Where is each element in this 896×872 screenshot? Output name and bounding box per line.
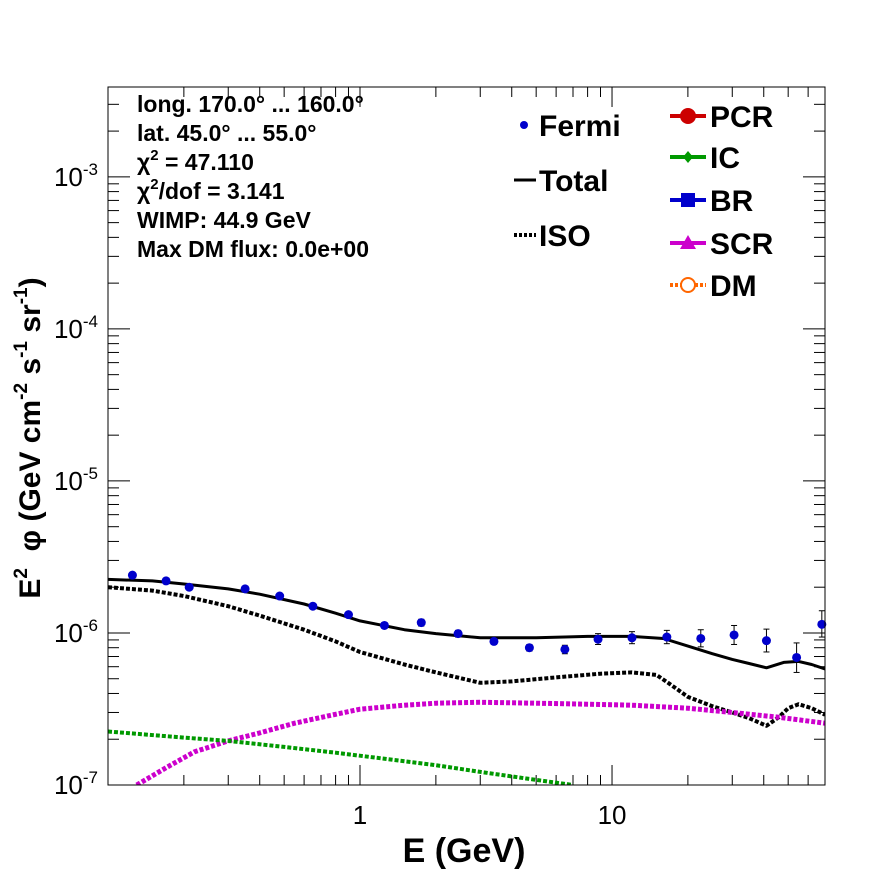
info-line-wimp: WIMP: 44.9 GeV	[137, 207, 311, 233]
legend-ic-marker	[683, 151, 693, 163]
fermi-point	[792, 652, 802, 662]
fermi-point	[761, 636, 771, 646]
chi-superscript: 2	[150, 147, 158, 164]
x-tick-label: 10	[598, 800, 627, 830]
y-tick-base: 10	[54, 466, 83, 496]
legend-right: PCR IC BR SCR DM	[670, 101, 774, 303]
x-axis-label: E (GeV)	[403, 832, 526, 870]
legend-pcr-marker	[680, 108, 696, 124]
fermi-point	[127, 570, 137, 580]
plot-series	[108, 577, 825, 785]
y-tick-base: 10	[54, 770, 83, 800]
y-tick-label: 10-3	[54, 160, 98, 192]
y-tick-exponent: -4	[83, 312, 98, 331]
y-axis-label-part: sr	[14, 304, 47, 341]
legend-fermi-marker	[520, 121, 528, 129]
chi2-dof-value: /dof = 3.141	[159, 178, 285, 204]
y-axis-label-part: φ (GeV cm	[14, 400, 47, 568]
fermi-point	[416, 618, 426, 628]
info-line-latitude: lat. 45.0° ... 55.0°	[137, 120, 317, 146]
fermi-point	[729, 630, 739, 640]
legend-total-label: Total	[539, 165, 608, 198]
y-tick-label: 10-7	[54, 768, 98, 800]
y-axis-label-part: s	[14, 358, 47, 383]
chi-symbol: χ	[137, 149, 151, 175]
y-axis-label-part: 2	[11, 568, 32, 579]
legend-left: Fermi Total ISO	[514, 110, 621, 253]
x-tick-label: 1	[353, 800, 367, 830]
legend-br-label: BR	[710, 185, 754, 218]
legend-scr-marker	[680, 235, 696, 249]
series-scr-line	[135, 699, 825, 785]
legend-dm-label: DM	[710, 270, 757, 303]
fermi-point	[489, 636, 499, 646]
fermi-point	[275, 591, 285, 601]
legend-fermi-label: Fermi	[539, 110, 621, 143]
fermi-point	[560, 644, 570, 654]
info-line-max-dm-flux: Max DM flux: 0.0e+00	[137, 236, 369, 262]
y-axis-label-part: -1	[11, 341, 32, 358]
y-tick-exponent: -5	[83, 464, 98, 483]
fermi-point	[627, 633, 637, 643]
legend-br-marker	[681, 193, 695, 207]
legend-dm-marker	[680, 277, 696, 293]
fermi-data-points	[127, 570, 827, 673]
y-tick-label: 10-4	[54, 312, 98, 344]
y-tick-base: 10	[54, 162, 83, 192]
y-tick-exponent: -7	[83, 768, 98, 787]
fermi-point	[240, 584, 250, 594]
y-tick-exponent: -6	[83, 616, 98, 635]
series-total-line	[108, 577, 825, 671]
y-axis-label: E2 φ (GeV cm-2 s-1 sr-1)	[11, 277, 47, 598]
fermi-point	[343, 610, 353, 620]
legend-iso-label: ISO	[539, 220, 591, 253]
y-tick-label: 10-6	[54, 616, 98, 648]
chi-symbol: χ	[137, 178, 151, 204]
plot-frame	[107, 86, 826, 786]
fermi-point	[308, 601, 318, 611]
fermi-point	[524, 643, 534, 653]
y-tick-exponent: -3	[83, 160, 98, 179]
info-line-chi2-dof: χ2/dof = 3.141	[137, 176, 285, 204]
info-line-longitude: long. 170.0° ... 160.0°	[137, 91, 364, 117]
y-tick-base: 10	[54, 314, 83, 344]
fermi-point	[379, 620, 389, 630]
chi-superscript: 2	[150, 176, 158, 193]
fermi-point	[696, 633, 706, 643]
fermi-point	[161, 576, 171, 586]
fermi-point	[184, 582, 194, 592]
legend-pcr-label: PCR	[710, 101, 774, 134]
info-line-chi2: χ2 = 47.110	[137, 147, 254, 175]
info-text-block: long. 170.0° ... 160.0° lat. 45.0° ... 5…	[137, 91, 369, 262]
legend-ic-label: IC	[710, 142, 740, 175]
y-tick-label: 10-5	[54, 464, 98, 496]
series-iso-line	[108, 585, 825, 728]
chi2-value: = 47.110	[159, 149, 254, 175]
fermi-point	[453, 629, 463, 639]
fermi-point	[817, 619, 827, 629]
fermi-point	[593, 634, 603, 644]
fermi-point	[662, 632, 672, 642]
y-axis-label-part: -1	[11, 287, 32, 304]
y-axis-label-part: -2	[11, 383, 32, 400]
y-axis-label-part: E	[14, 579, 47, 599]
legend-scr-label: SCR	[710, 228, 774, 261]
y-tick-base: 10	[54, 618, 83, 648]
series-ic-line	[108, 729, 574, 785]
y-axis-label-part: )	[14, 277, 47, 287]
